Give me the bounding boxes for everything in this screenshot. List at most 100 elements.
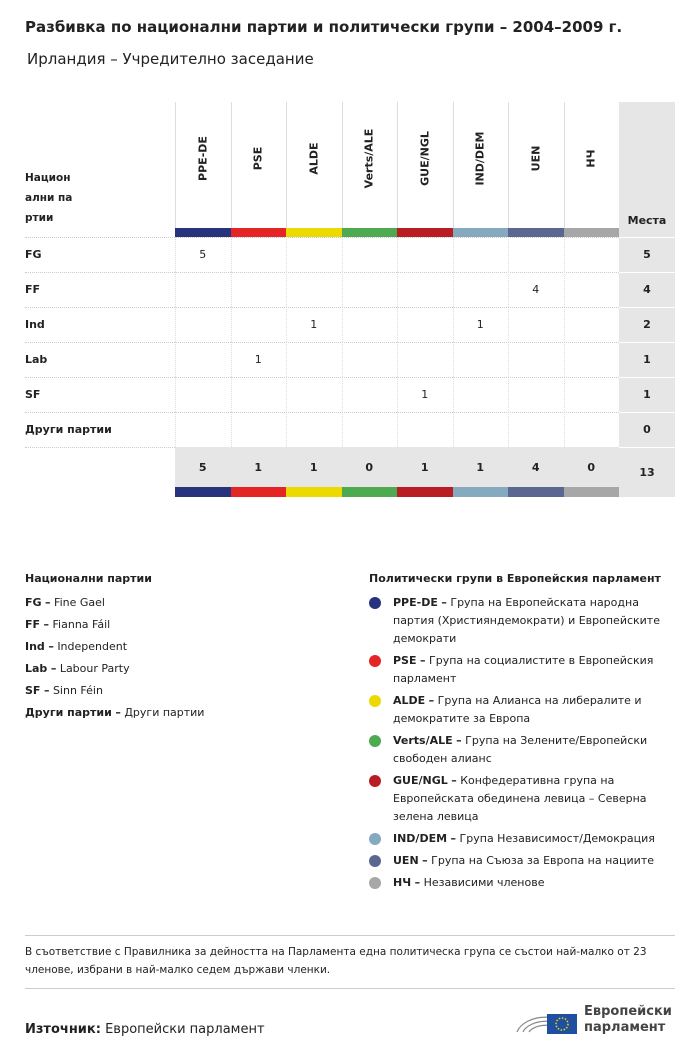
legend-name: Independent bbox=[57, 640, 128, 653]
cell-divider bbox=[563, 412, 566, 447]
legend-name: Fianna Fáil bbox=[52, 618, 111, 631]
party-label: Ind bbox=[25, 318, 45, 331]
separator: – bbox=[43, 618, 50, 631]
separator: – bbox=[50, 662, 57, 675]
legend-abbr: UEN bbox=[393, 854, 419, 867]
cell-divider bbox=[397, 307, 399, 342]
legend-entry: Lab – Labour Party bbox=[25, 660, 345, 678]
legend-name: Labour Party bbox=[59, 662, 130, 675]
color-bar bbox=[175, 487, 231, 497]
cell-divider bbox=[508, 272, 510, 307]
cell-divider bbox=[286, 342, 288, 377]
party-legend: Национални партии FG – Fine Gael FF – Fian… bbox=[25, 572, 345, 726]
legend-entry: PSE – Група на социалистите в Европейски… bbox=[369, 652, 675, 688]
group-header: GUE/NGL bbox=[418, 131, 432, 186]
divider bbox=[25, 988, 675, 989]
separator: – bbox=[450, 832, 457, 845]
cell-divider bbox=[452, 237, 455, 272]
color-bar bbox=[286, 487, 342, 497]
cell-divider bbox=[452, 412, 455, 447]
total-value: 1 bbox=[476, 460, 485, 474]
seats-line bbox=[619, 307, 675, 308]
divider bbox=[25, 935, 675, 936]
row-line bbox=[25, 272, 619, 273]
separator: – bbox=[422, 854, 428, 867]
cell-divider bbox=[508, 412, 510, 447]
seats-line bbox=[619, 237, 675, 238]
separator: – bbox=[441, 596, 447, 609]
separator: – bbox=[48, 640, 54, 653]
legend-dot bbox=[369, 855, 381, 867]
cell-divider bbox=[230, 237, 233, 272]
color-bar bbox=[563, 487, 619, 497]
color-bar bbox=[452, 487, 508, 497]
legend-entry: НЧ – Независими членове bbox=[369, 874, 675, 892]
legend-title: Политически групи в Европейския парламен… bbox=[369, 572, 661, 585]
totals-row bbox=[175, 447, 619, 487]
cell-divider bbox=[341, 237, 344, 272]
legend-entry: Други партии – Други партии bbox=[25, 704, 345, 722]
legend-entry: UEN – Група на Съюза за Европа на нациит… bbox=[369, 852, 675, 870]
separator: – bbox=[451, 774, 457, 787]
seats-line bbox=[619, 412, 675, 413]
party-label: FG bbox=[25, 248, 42, 261]
cell-divider bbox=[397, 237, 399, 272]
legend-name: Конфедеративна група на Европейската обе… bbox=[393, 774, 647, 823]
logo-text: Европейски парламент bbox=[584, 1004, 672, 1036]
row-line bbox=[25, 412, 619, 413]
total-value: 5 bbox=[198, 460, 207, 474]
color-bar bbox=[452, 228, 508, 237]
logo-mark bbox=[516, 1014, 577, 1034]
color-bar bbox=[397, 487, 453, 497]
color-bar bbox=[230, 228, 286, 237]
legend-entry: FF – Fianna Fáil bbox=[25, 616, 345, 634]
legend-abbr: Други партии bbox=[25, 706, 112, 719]
cell-divider bbox=[508, 237, 510, 272]
cell-value: 1 bbox=[476, 318, 484, 331]
legend-abbr: FF bbox=[25, 618, 41, 631]
row-seats: 4 bbox=[643, 283, 651, 296]
column-divider bbox=[452, 102, 454, 228]
legend-abbr: НЧ bbox=[393, 876, 412, 889]
cell-divider bbox=[230, 307, 233, 342]
column-divider bbox=[397, 102, 398, 228]
group-header: Verts/ALE bbox=[362, 128, 376, 189]
row-line bbox=[25, 307, 619, 308]
legend-dot bbox=[369, 877, 381, 889]
group-header: НЧ bbox=[584, 149, 598, 168]
cell-divider bbox=[341, 307, 344, 342]
cell-divider bbox=[230, 342, 233, 377]
group-header: UEN bbox=[529, 145, 543, 172]
legend-abbr: PSE bbox=[393, 654, 417, 667]
cell-divider bbox=[286, 237, 288, 272]
legend-dot bbox=[369, 695, 381, 707]
row-line bbox=[25, 342, 619, 343]
cell-divider bbox=[175, 342, 177, 377]
cell-value: 1 bbox=[421, 388, 429, 401]
total-value: 1 bbox=[254, 460, 263, 474]
legend-dot bbox=[369, 655, 381, 667]
total-value: 0 bbox=[587, 460, 596, 474]
total-value: 1 bbox=[309, 460, 318, 474]
cell-divider bbox=[175, 307, 177, 342]
legend-name: Sinn Féin bbox=[52, 684, 103, 697]
cell-divider bbox=[397, 377, 399, 412]
total-value: 4 bbox=[531, 460, 540, 474]
cell-divider bbox=[341, 412, 344, 447]
cell-divider bbox=[508, 307, 510, 342]
legend-abbr: Ind bbox=[25, 640, 45, 653]
seats-line bbox=[619, 377, 675, 378]
party-label: SF bbox=[25, 388, 41, 401]
legend-entry: IND/DEM – Група Независимост/Демокрация bbox=[369, 830, 675, 848]
separator: – bbox=[45, 596, 51, 609]
cell-divider bbox=[341, 377, 344, 412]
legend-abbr: SF bbox=[25, 684, 41, 697]
legend-abbr: GUE/NGL bbox=[393, 774, 448, 787]
column-divider bbox=[230, 102, 232, 228]
separator: – bbox=[420, 654, 426, 667]
cell-divider bbox=[175, 377, 177, 412]
separator: – bbox=[115, 706, 121, 719]
separator: – bbox=[414, 876, 421, 889]
source-label: Източник: bbox=[25, 1022, 101, 1037]
